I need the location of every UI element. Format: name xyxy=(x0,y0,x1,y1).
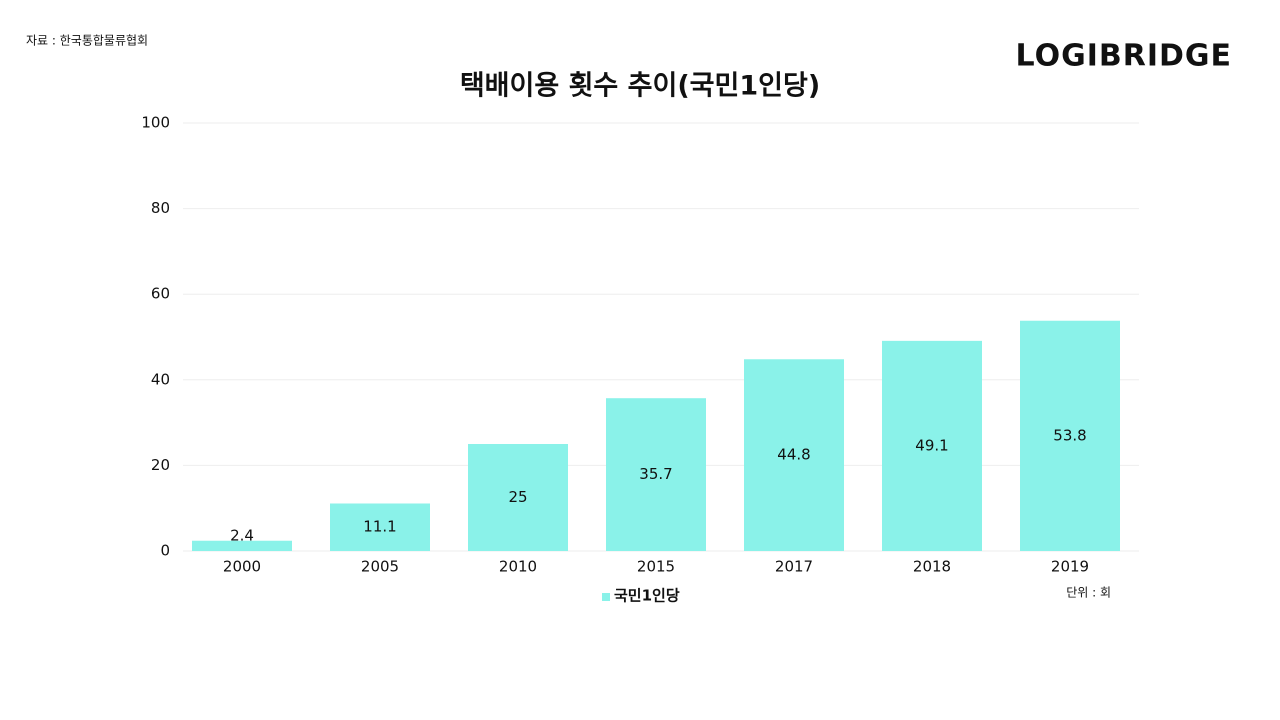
bar xyxy=(468,444,568,551)
x-tick-label: 2000 xyxy=(223,558,261,576)
bar xyxy=(744,359,844,551)
bar xyxy=(606,398,706,551)
x-tick-label: 2005 xyxy=(361,558,399,576)
y-tick-label: 100 xyxy=(141,114,170,132)
x-tick-label: 2010 xyxy=(499,558,537,576)
legend-label: 국민1인당 xyxy=(614,587,680,605)
data-label: 35.7 xyxy=(639,465,672,483)
y-tick-label: 0 xyxy=(160,542,170,560)
data-label: 53.8 xyxy=(1053,426,1086,444)
x-tick-label: 2019 xyxy=(1051,558,1089,576)
x-tick-label: 2018 xyxy=(913,558,951,576)
chart-title: 택배이용 횟수 추이(국민1인당) xyxy=(460,71,820,102)
data-label: 25 xyxy=(508,488,527,506)
unit-note: 단위 : 회 xyxy=(1066,586,1111,600)
data-label: 49.1 xyxy=(915,436,948,454)
x-tick-label: 2015 xyxy=(637,558,675,576)
data-label: 2.4 xyxy=(230,527,254,545)
bar xyxy=(1020,320,1120,551)
bar xyxy=(330,503,430,551)
y-tick-label: 40 xyxy=(151,370,170,388)
legend-swatch xyxy=(602,593,610,601)
bar xyxy=(192,540,292,551)
source: 자료 : 한국통합물류협회 xyxy=(26,34,148,48)
y-tick-label: 60 xyxy=(151,285,170,303)
brand: LOGIBRIDGE xyxy=(1016,39,1232,74)
bar xyxy=(882,340,982,551)
data-label: 11.1 xyxy=(363,518,396,536)
data-label: 44.8 xyxy=(777,446,810,464)
x-tick-label: 2017 xyxy=(775,558,813,576)
y-tick-label: 20 xyxy=(151,456,170,474)
y-tick-label: 80 xyxy=(151,199,170,217)
